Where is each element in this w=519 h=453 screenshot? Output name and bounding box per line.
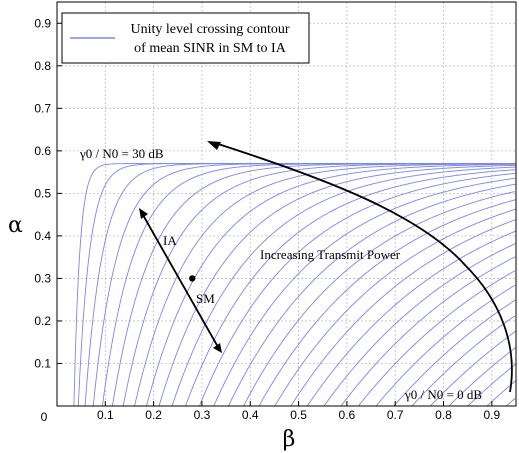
y-tick-label: 0.8: [34, 59, 51, 73]
contour-line: [134, 163, 516, 407]
x-tick-label: 0.6: [339, 408, 356, 422]
contour-line: [358, 270, 516, 407]
x-tick-label: 0.5: [290, 408, 307, 422]
contour-line: [122, 163, 516, 407]
contour-line: [393, 299, 516, 407]
y-tick-label: 0.3: [34, 271, 51, 285]
x-tick-label: 0.9: [483, 408, 500, 422]
x-tick-label: 0: [41, 410, 48, 424]
contour-line: [171, 166, 516, 407]
contour-line: [306, 230, 517, 407]
contour-line: [199, 172, 516, 407]
contour-line: [146, 163, 515, 407]
y-tick-label: 0.9: [34, 16, 51, 30]
ia-label: IA: [163, 233, 177, 248]
legend: Unity level crossing contour of mean SIN…: [61, 12, 310, 64]
ia-sm-arrow-line: [142, 214, 219, 348]
contour-line: [467, 363, 516, 407]
power-arrow-curve: [214, 142, 513, 393]
contour-line: [228, 183, 516, 407]
y-tick-label: 0.4: [34, 229, 51, 243]
x-tick-label: 0.2: [145, 408, 162, 422]
contour-line: [430, 330, 517, 407]
y-tick-label: 0.6: [34, 144, 51, 158]
contour-line: [323, 243, 516, 407]
contour-line: [84, 163, 516, 407]
contour-line: [213, 177, 516, 407]
contour-line: [340, 256, 516, 407]
power-arrow: [207, 141, 513, 393]
grid-lines: [57, 2, 516, 406]
axis-ticks: 0 0.1 0.2 0.3 0.4 0.5 0.6 0.7 0.8 0.9 0.1 0.2 0.3 0.4…: [34, 16, 500, 424]
power-arrow-head: [207, 141, 221, 150]
contour-curves: [73, 163, 517, 407]
x-tick-label: 0.8: [435, 408, 452, 422]
y-tick-label: 0.5: [34, 186, 51, 200]
x-tick-label: 0.1: [97, 408, 114, 422]
y-tick-label: 0.7: [34, 101, 51, 115]
ia-sm-arrow: [139, 208, 222, 353]
legend-line-2: of mean SINR in SM to IA: [134, 41, 287, 56]
contour-line: [258, 199, 516, 407]
ia-arrow-head: [139, 208, 148, 219]
x-tick-label: 0.7: [387, 408, 404, 422]
sm-arrow-head: [213, 343, 222, 353]
contour-line: [243, 191, 515, 407]
top-curve-label: γ0 / N0 = 30 dB: [79, 146, 164, 161]
x-axis-label: β: [283, 427, 296, 452]
bottom-curve-label: γ0 / N0 = 0 dB: [404, 387, 482, 402]
contour-line: [158, 164, 516, 407]
x-tick-label: 0.4: [242, 408, 259, 422]
operating-point: [189, 275, 196, 282]
contour-line: [185, 169, 517, 407]
y-tick-label: 0.1: [34, 356, 51, 370]
plot-frame: [56, 1, 517, 407]
contour-line: [411, 315, 516, 407]
sm-label: SM: [196, 291, 215, 306]
power-arrow-text: Increasing Transmit Power: [260, 247, 401, 262]
contour-line: [274, 208, 516, 407]
contour-line: [506, 398, 516, 407]
y-axis-label: α: [8, 213, 23, 238]
contour-line: [448, 347, 516, 407]
x-tick-label: 0.3: [194, 408, 211, 422]
legend-line-1: Unity level crossing contour: [130, 22, 289, 37]
contour-line: [290, 219, 516, 407]
y-tick-label: 0.2: [34, 314, 51, 328]
